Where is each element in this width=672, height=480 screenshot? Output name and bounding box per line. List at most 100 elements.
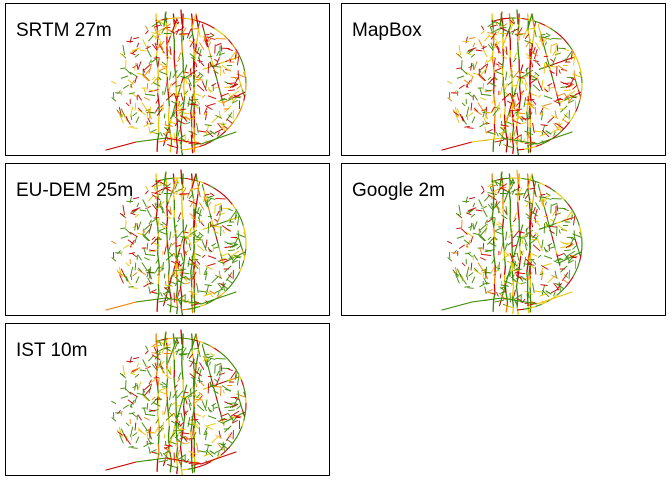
road-segment [516, 115, 522, 119]
road-segment [213, 230, 219, 234]
road-segment [188, 130, 197, 135]
road-segment [189, 373, 195, 378]
road-segment [179, 134, 186, 140]
road-segment [497, 28, 501, 34]
road-segment [197, 347, 200, 356]
road-segment [209, 192, 215, 196]
road-segment [572, 271, 577, 278]
road-segment [167, 408, 170, 418]
road-segment [499, 11, 503, 27]
road-segment [511, 244, 518, 247]
road-segment [495, 231, 504, 235]
road-segment [518, 246, 522, 258]
road-segment [518, 86, 522, 98]
road-segment [549, 222, 557, 226]
road-segment [516, 135, 519, 149]
road-segment [574, 54, 578, 61]
road-segment [507, 100, 513, 104]
road-segment [174, 120, 179, 127]
road-segment [481, 93, 492, 96]
road-segment [499, 113, 502, 119]
road-segment [528, 246, 532, 255]
road-segment [180, 135, 183, 149]
road-segment [120, 67, 126, 70]
road-segment [219, 122, 225, 127]
road-segment [200, 62, 205, 67]
road-segment [146, 365, 149, 370]
road-segment [180, 455, 183, 469]
road-segment [160, 292, 163, 297]
road-segment [227, 57, 237, 61]
road-segment [137, 254, 142, 261]
road-segment [198, 72, 204, 77]
road-segment [165, 41, 170, 48]
road-segment [510, 224, 514, 229]
road-segment [155, 205, 159, 218]
road-segment [186, 28, 192, 39]
road-segment [539, 132, 548, 137]
road-segment [459, 244, 465, 249]
road-segment [468, 207, 477, 212]
road-segment [471, 137, 503, 143]
road-segment [178, 111, 183, 114]
road-segment [227, 217, 237, 221]
road-segment [493, 284, 496, 294]
road-segment [478, 235, 486, 242]
road-segment [175, 188, 180, 195]
road-segment [506, 189, 510, 197]
road-segment [525, 98, 532, 106]
road-segment [508, 184, 512, 191]
road-segment [532, 19, 536, 29]
road-segment [520, 231, 525, 234]
road-segment [466, 52, 472, 56]
road-segment [156, 396, 159, 404]
road-segment [177, 289, 180, 297]
road-segment [180, 428, 187, 431]
road-segment [191, 190, 195, 200]
road-segment [547, 83, 553, 87]
road-segment [500, 130, 506, 134]
road-segment [501, 54, 508, 60]
road-segment [524, 193, 530, 200]
road-segment [498, 261, 500, 271]
road-segment [531, 33, 535, 45]
road-segment [205, 425, 213, 430]
road-segment [527, 190, 531, 200]
road-segment [137, 221, 142, 230]
road-segment [532, 244, 541, 252]
road-segment [543, 255, 553, 260]
road-segment [567, 44, 573, 51]
road-segment [163, 273, 166, 279]
road-segment [159, 43, 164, 50]
road-segment [132, 432, 138, 437]
road-segment [175, 127, 179, 139]
road-segment [167, 440, 176, 445]
road-segment [493, 57, 496, 68]
road-segment [166, 368, 169, 380]
road-segment [221, 385, 231, 392]
road-segment [453, 111, 460, 116]
road-segment [510, 116, 517, 122]
road-segment [148, 219, 152, 225]
road-segment [198, 232, 204, 237]
road-segment [240, 84, 244, 92]
road-segment [181, 344, 185, 349]
road-segment [228, 199, 234, 206]
road-segment [545, 32, 551, 36]
road-segment [469, 197, 476, 200]
road-segment [502, 208, 505, 220]
road-segment [192, 406, 196, 415]
road-segment [479, 88, 483, 96]
road-segment [492, 299, 495, 312]
road-segment [540, 141, 548, 146]
road-segment [177, 449, 180, 457]
road-segment [458, 205, 461, 216]
road-segment [142, 395, 150, 402]
road-segment [503, 177, 511, 180]
road-segment [466, 106, 470, 117]
road-segment [205, 399, 208, 408]
road-segment [565, 83, 573, 89]
road-segment [477, 262, 484, 271]
road-segment [184, 224, 188, 232]
road-segment [235, 96, 242, 99]
